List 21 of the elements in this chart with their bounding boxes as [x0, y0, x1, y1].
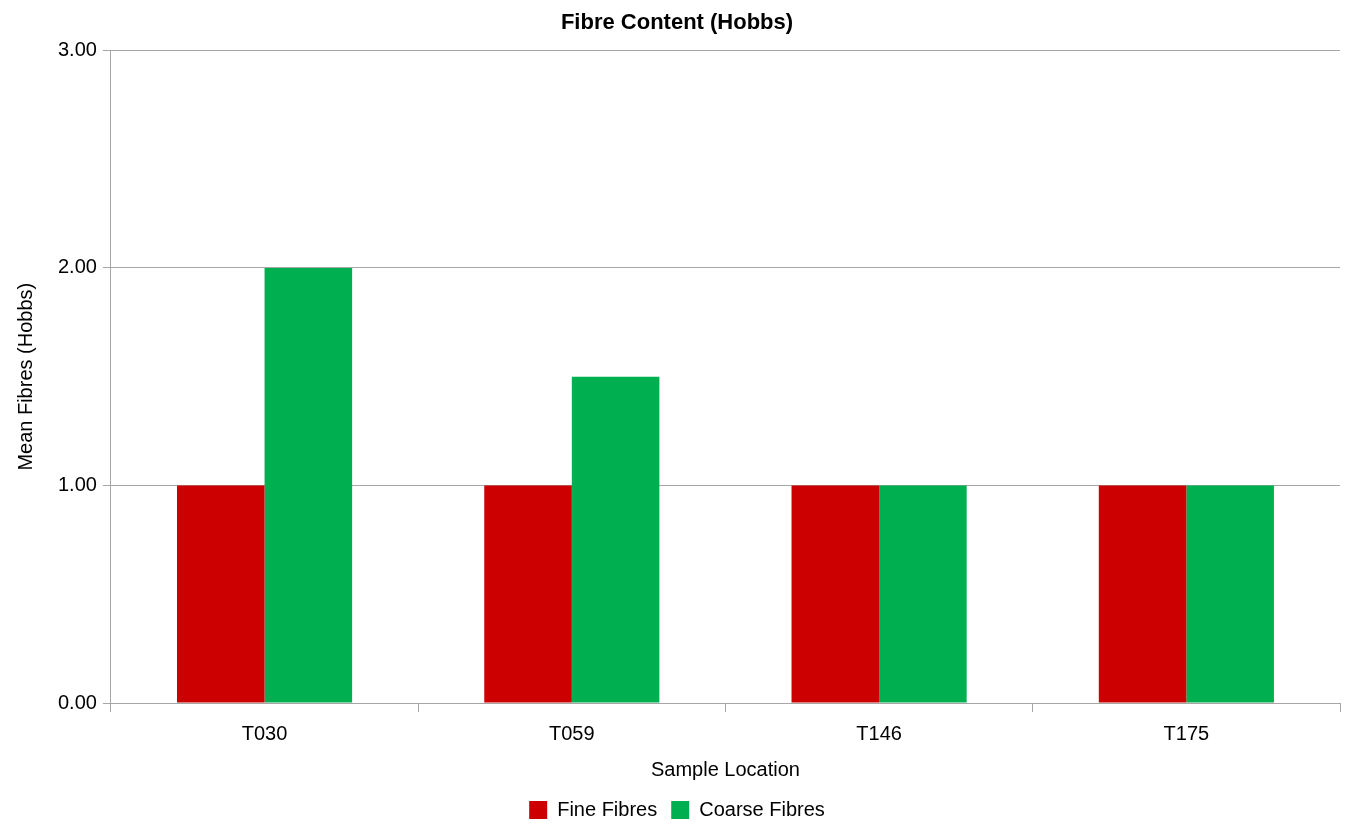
x-axis-title: Sample Location — [650, 757, 800, 780]
bar — [484, 485, 572, 703]
x-tick-label: T059 — [549, 721, 595, 744]
bar — [879, 485, 967, 703]
bar — [264, 267, 353, 703]
y-tick-label: 0.00 — [57, 690, 97, 713]
y-tick-label: 2.00 — [57, 255, 97, 278]
y-axis-title: Mean Fibres (Hobbs) — [13, 282, 36, 471]
x-tick-label: T146 — [856, 721, 902, 744]
x-tick-label: T030 — [241, 721, 288, 744]
bar — [1186, 485, 1274, 703]
bar — [176, 485, 265, 703]
y-tick-label: 1.00 — [57, 472, 97, 495]
bar — [571, 376, 660, 703]
x-tick-label: T175 — [1163, 721, 1210, 744]
legend-label: Coarse Fibres — [699, 797, 825, 820]
y-tick-label: 3.00 — [57, 37, 97, 60]
bar — [791, 485, 880, 703]
chart-title: Fibre Content (Hobbs) — [560, 9, 794, 35]
bar — [1098, 485, 1187, 703]
legend-label: Fine Fibres — [557, 797, 658, 820]
